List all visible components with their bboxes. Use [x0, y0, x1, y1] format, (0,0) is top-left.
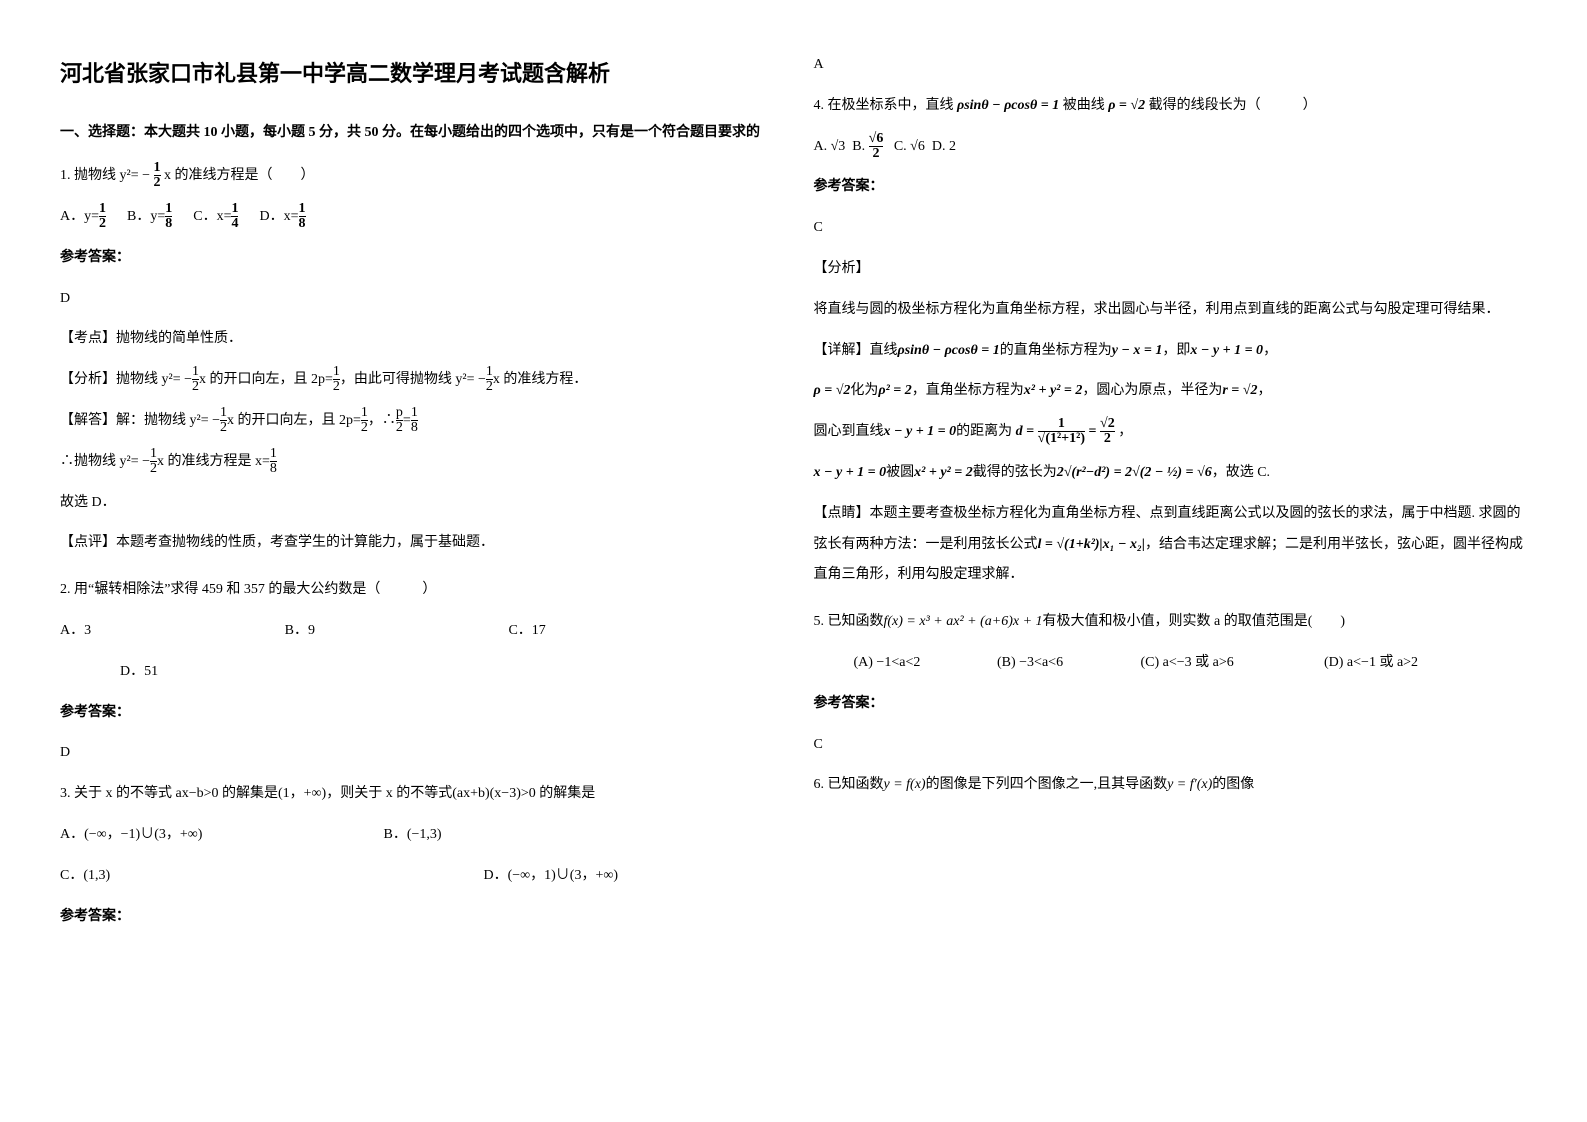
q4-optB: B. √6 2	[852, 139, 887, 154]
left-column: 河北省张家口市礼县第一中学高二数学理月考试题含解析 一、选择题：本大题共 10 …	[60, 50, 774, 1072]
right-column: A 4. 在极坐标系中，直线 ρsinθ − ρcosθ = 1 被曲线 ρ =…	[814, 50, 1528, 1072]
q1-answer-label: 参考答案：	[60, 243, 774, 274]
q1-optA: A．y=12	[60, 209, 106, 224]
q2-answer-label: 参考答案：	[60, 698, 774, 729]
q4-fenxi-h: 【分析】	[814, 254, 1528, 285]
q2-optC: C．17	[508, 616, 545, 647]
q4-l4: x − y + 1 = 0被圆x² + y² = 2截得的弦长为2√(r²−d²…	[814, 458, 1528, 489]
q5-answer-label: 参考答案：	[814, 689, 1528, 720]
q1-optB: B．y=18	[127, 209, 172, 224]
q4-optA: A. √3	[814, 139, 846, 154]
col2-top: A	[814, 50, 1528, 81]
q1-kaodian: 【考点】抛物线的简单性质．	[60, 324, 774, 355]
q1-optD: D．x=18	[259, 209, 305, 224]
q5-optD: (D) a<−1 或 a>2	[1324, 655, 1418, 670]
q1-stem-a: 1. 抛物线 y²= −	[60, 168, 150, 183]
q1-answer: D	[60, 284, 774, 315]
q3-optB: B．(−1,3)	[384, 827, 442, 842]
q1-options: A．y=12 B．y=18 C．x=14 D．x=18	[60, 202, 774, 233]
q4-options: A. √3 B. √6 2 C. √6 D. 2	[814, 132, 1528, 163]
q2-options: A．3 B．9 C．17	[60, 616, 774, 647]
q1-so: ∴抛物线 y²= −12x 的准线方程是 x=18	[60, 447, 774, 478]
q1-jieda: 【解答】解：抛物线 y²= −12x 的开口向左，且 2p=12，∴p2=18	[60, 406, 774, 437]
q3-optC: C．(1,3)	[60, 861, 480, 892]
q3-row2: C．(1,3) D．(−∞，1)∪(3，+∞)	[60, 861, 774, 892]
q5-stem: 5. 已知函数f(x) = x³ + ax² + (a+6)x + 1有极大值和…	[814, 607, 1528, 638]
q3-optD: D．(−∞，1)∪(3，+∞)	[484, 868, 619, 883]
section-1-header: 一、选择题：本大题共 10 小题，每小题 5 分，共 50 分。在每小题给出的四…	[60, 118, 774, 149]
q4-optD: D. 2	[932, 139, 956, 154]
q6-stem: 6. 已知函数y = f(x)的图像是下列四个图像之一,且其导函数y = f′(…	[814, 770, 1528, 801]
q5-optA: (A) −1<a<2	[854, 648, 994, 679]
q5-optB: (B) −3<a<6	[997, 648, 1137, 679]
q4-answer-label: 参考答案：	[814, 172, 1528, 203]
q3-stem: 3. 关于 x 的不等式 ax−b>0 的解集是(1，+∞)，则关于 x 的不等…	[60, 779, 774, 810]
q1-stem: 1. 抛物线 y²= − 1 2 x 的准线方程是（ ）	[60, 161, 774, 192]
q4-ds: 【点睛】本题主要考查极坐标方程化为直角坐标方程、点到直线距离公式以及圆的弦长的求…	[814, 499, 1528, 591]
q5-answer: C	[814, 730, 1528, 761]
q4-eq2: ρ = √2	[1108, 98, 1145, 113]
q4-optC: C. √6	[894, 139, 925, 154]
q4-stem: 4. 在极坐标系中，直线 ρsinθ − ρcosθ = 1 被曲线 ρ = √…	[814, 91, 1528, 122]
q4-answer: C	[814, 213, 1528, 244]
q5-optC: (C) a<−3 或 a>6	[1141, 648, 1321, 679]
q3-row1: A．(−∞，−1)∪(3，+∞) B．(−1,3)	[60, 820, 774, 851]
q3-answer-label: 参考答案：	[60, 902, 774, 933]
q4-l3: 圆心到直线x − y + 1 = 0的距离为 d = 1 √(1²+1²) = …	[814, 417, 1528, 448]
q3-optA: A．(−∞，−1)∪(3，+∞)	[60, 820, 380, 851]
q4-xj: 【详解】直线ρsinθ − ρcosθ = 1的直角坐标方程为y − x = 1…	[814, 336, 1528, 367]
q2-optB: B．9	[285, 616, 315, 647]
q1-so-c: 故选 D．	[60, 488, 774, 519]
q2-optD: D．51	[120, 657, 774, 688]
q1-fenxi: 【分析】抛物线 y²= −12x 的开口向左，且 2p=12，由此可得抛物线 y…	[60, 365, 774, 396]
q5-options: (A) −1<a<2 (B) −3<a<6 (C) a<−3 或 a>6 (D)…	[814, 648, 1528, 679]
q1-optC: C．x=14	[193, 209, 238, 224]
q4-l2: ρ = √2化为ρ² = 2，直角坐标方程为x² + y² = 2，圆心为原点，…	[814, 376, 1528, 407]
q1-stem-b: x 的准线方程是（ ）	[164, 168, 315, 183]
q2-stem: 2. 用“辗转相除法”求得 459 和 357 的最大公约数是（ ）	[60, 575, 774, 606]
document-title: 河北省张家口市礼县第一中学高二数学理月考试题含解析	[60, 50, 774, 98]
q4-fenxi: 将直线与圆的极坐标方程化为直角坐标方程，求出圆心与半径，利用点到直线的距离公式与…	[814, 295, 1528, 326]
q4-eq1: ρsinθ − ρcosθ = 1	[957, 98, 1059, 113]
q2-answer: D	[60, 738, 774, 769]
q2-optA: A．3	[60, 616, 91, 647]
q1-dianping: 【点评】本题考查抛物线的性质，考查学生的计算能力，属于基础题．	[60, 528, 774, 559]
